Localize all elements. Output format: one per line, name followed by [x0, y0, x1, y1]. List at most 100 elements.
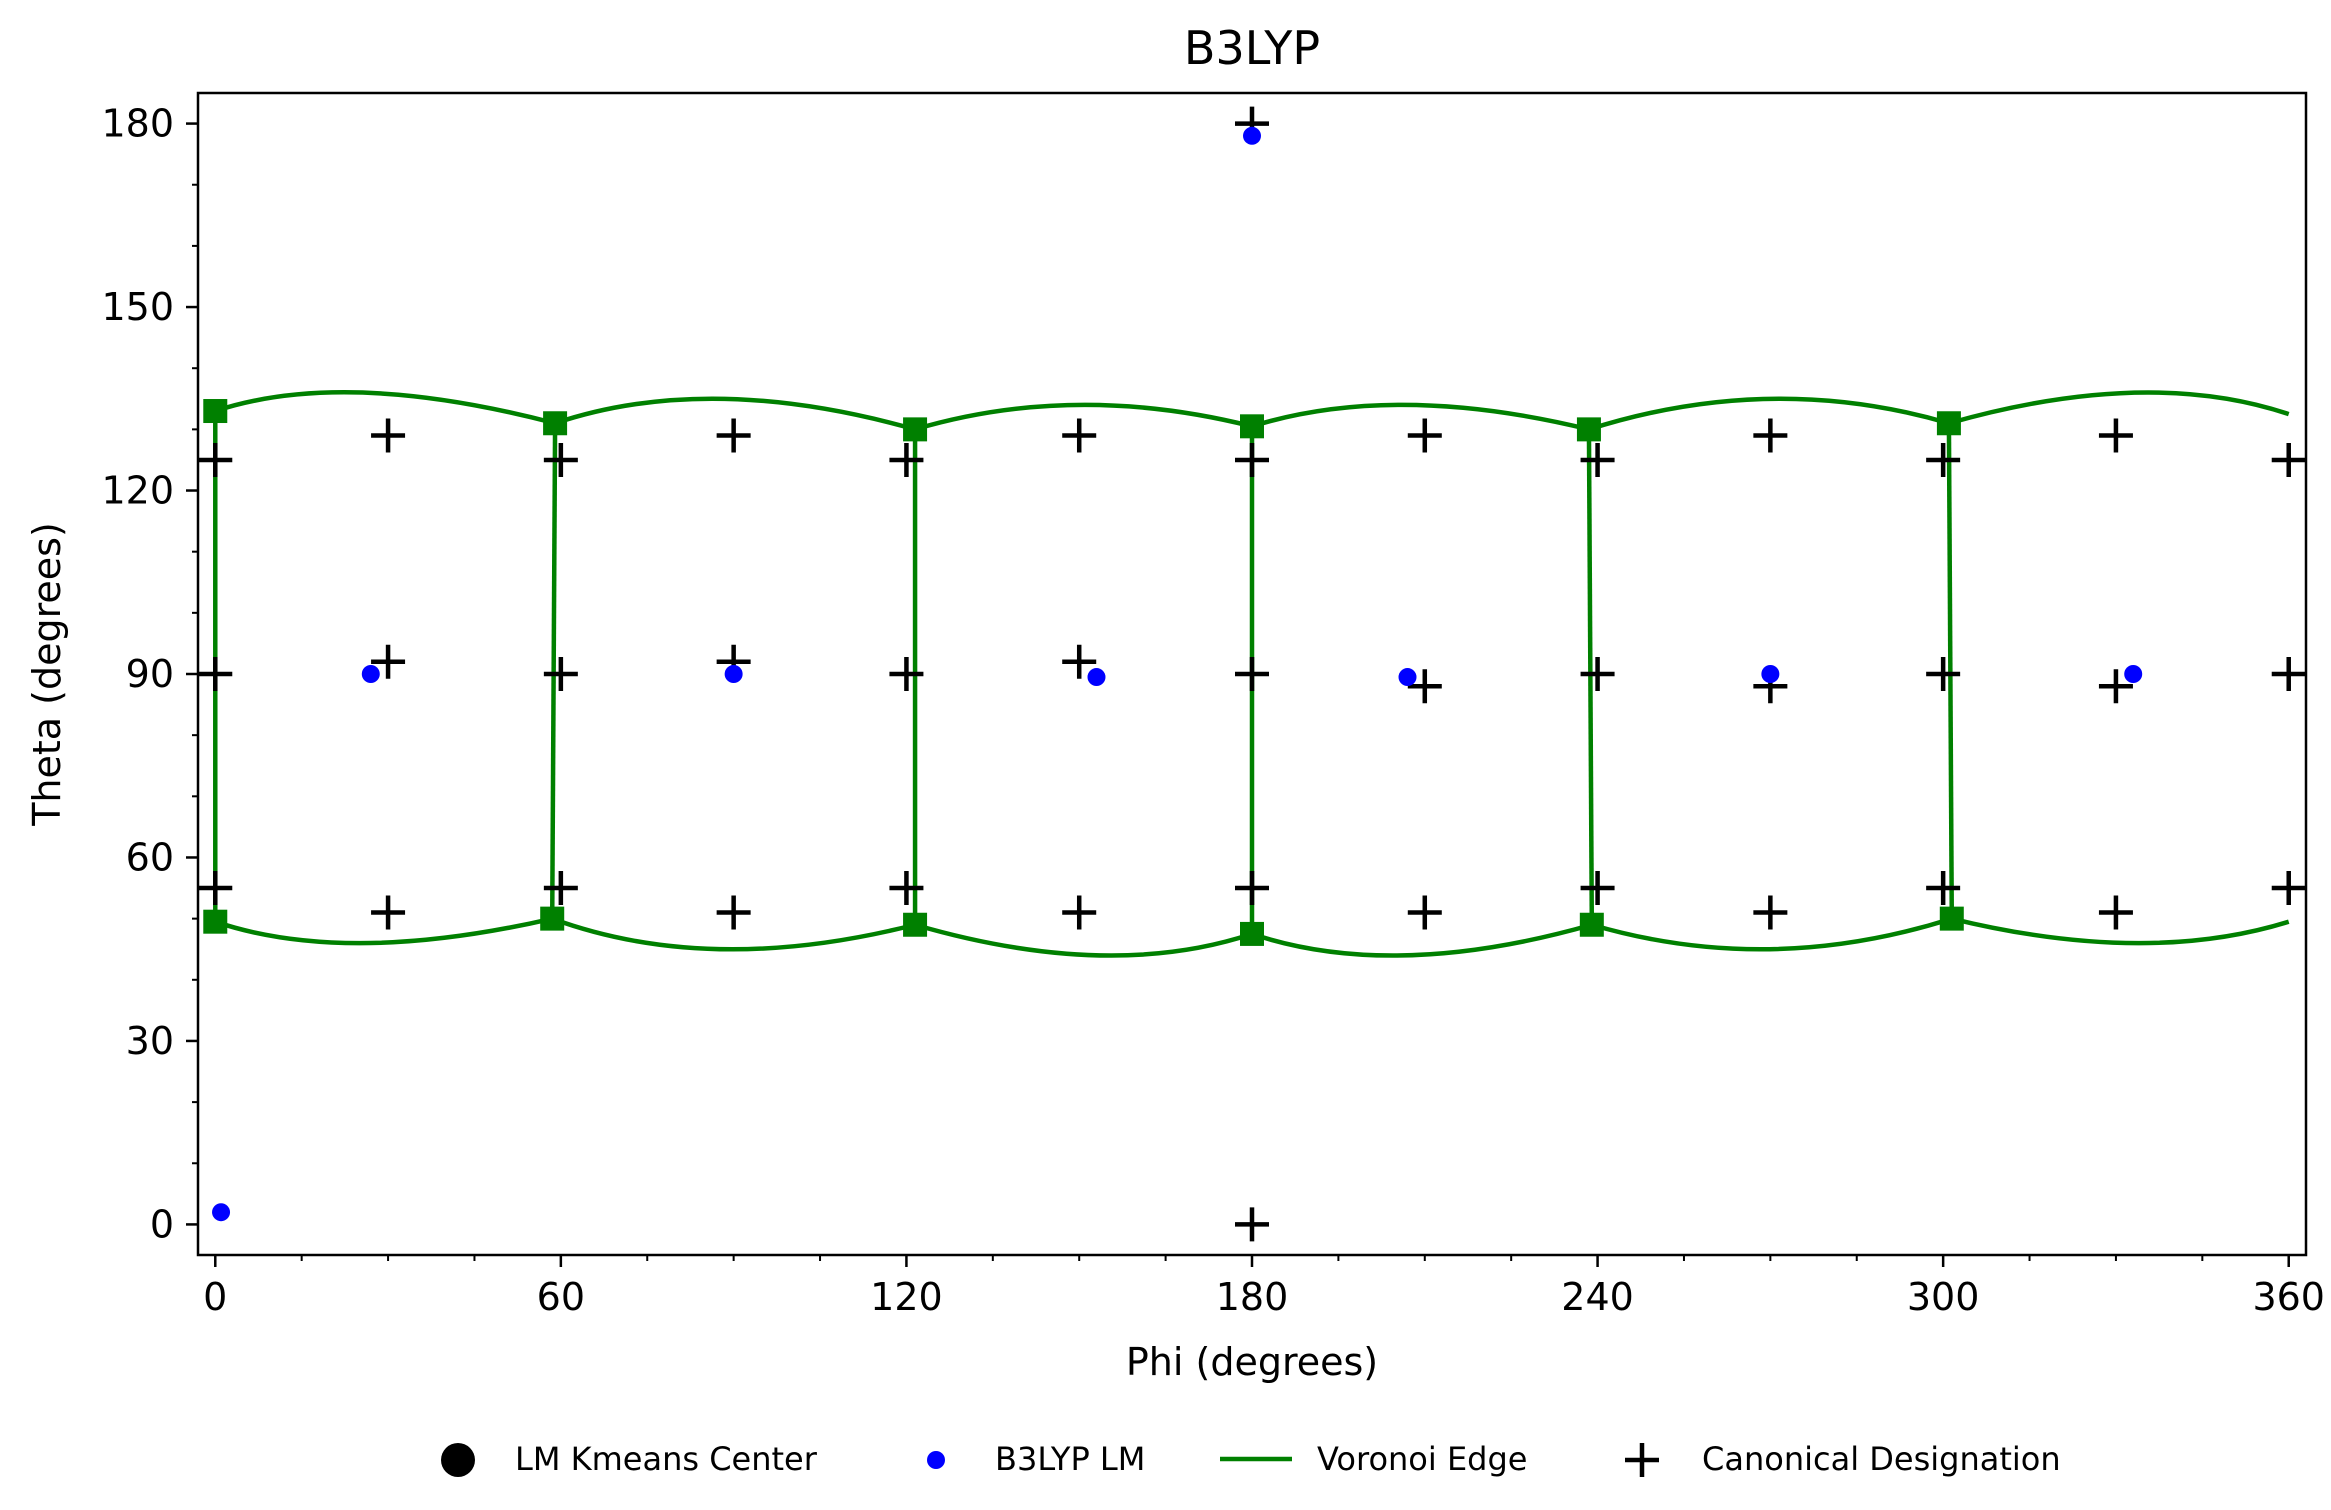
legend-kmeans-center-marker — [441, 1443, 475, 1477]
canonical-point — [1235, 442, 1269, 477]
voronoi-edge — [1948, 390, 2290, 426]
legend-item-canonical-designation: Canonical Designation — [1625, 1440, 2061, 1478]
b3lyp-lm-point — [2124, 665, 2143, 683]
x-tick-label: 240 — [1561, 1275, 1634, 1319]
canonical-point — [889, 657, 924, 691]
legend-kmeans-center-label: LM Kmeans Center — [515, 1440, 818, 1478]
canonical-point — [1062, 895, 1097, 930]
canonical-point — [889, 871, 924, 906]
canonical-point — [2271, 442, 2306, 477]
canonical-point — [1062, 418, 1097, 453]
canonical-point — [1926, 871, 1961, 906]
voronoi-edge — [914, 402, 1253, 432]
voronoi-vertex — [1576, 417, 1601, 442]
b3lyp-lm-point — [361, 665, 380, 683]
canonical-point — [2098, 895, 2133, 930]
canonical-point — [198, 657, 233, 691]
canonical-point — [1235, 657, 1269, 691]
canonical-point — [716, 418, 751, 453]
x-tick-label: 360 — [2252, 1275, 2325, 1319]
axis-ticks: 0 60 120 180 240 300 360 0 30 60 90 120 150 180 — [101, 102, 2325, 1319]
canonical-point — [1926, 442, 1961, 477]
canonical-point — [1407, 895, 1442, 930]
voronoi-edge — [1251, 402, 1590, 432]
voronoi-edge — [214, 390, 556, 426]
axes-frame — [196, 91, 2308, 1257]
canonical-point — [543, 871, 578, 906]
legend-item-kmeans-center: LM Kmeans Center — [441, 1440, 818, 1478]
legend: LM Kmeans Center B3LYP LM Voronoi Edge C… — [441, 1440, 2061, 1478]
voronoi-vertex — [1240, 414, 1264, 439]
legend-item-voronoi-edge: Voronoi Edge — [1220, 1440, 1527, 1478]
canonical-point — [1580, 657, 1615, 691]
legend-canonical-designation-label: Canonical Designation — [1702, 1440, 2061, 1478]
canonical-point — [889, 442, 924, 477]
x-tick-label: 60 — [537, 1275, 585, 1319]
voronoi-edge — [214, 916, 553, 946]
b3lyp-lm-point — [1243, 126, 1261, 145]
voronoi-vertex — [903, 417, 928, 442]
canonical-point — [1062, 644, 1097, 679]
b3lyp-lm-point — [212, 1203, 231, 1222]
canonical-point — [1753, 895, 1788, 930]
b3lyp-lm-point — [724, 665, 743, 683]
y-tick-label: 180 — [101, 102, 174, 146]
x-tick-label: 0 — [203, 1275, 227, 1319]
legend-b3lyp-lm-marker — [927, 1451, 945, 1469]
canonical-point — [371, 644, 406, 679]
voronoi-vertex — [1936, 411, 1961, 436]
voronoi-edge — [1946, 423, 1955, 919]
canonical-point — [1580, 442, 1615, 477]
voronoi-edge — [1588, 396, 1950, 432]
y-tick-label: 90 — [126, 652, 174, 696]
x-tick-label: 300 — [1907, 1275, 1980, 1319]
canonical-point — [543, 657, 578, 691]
y-axis-label: Theta (degrees) — [25, 522, 69, 827]
canonical-point — [1407, 418, 1442, 453]
voronoi-edge — [1251, 922, 1593, 958]
canonical-point — [2271, 657, 2306, 691]
voronoi-edge — [549, 423, 558, 919]
canonical-point — [198, 871, 233, 906]
canonical-point — [2098, 418, 2133, 453]
canonical-point — [2098, 669, 2133, 704]
b3lyp-lm-point — [1087, 668, 1106, 687]
voronoi-edge — [1951, 916, 2290, 946]
x-axis-label: Phi (degrees) — [1126, 1340, 1378, 1384]
canonical-point — [543, 442, 578, 477]
legend-canonical-designation-marker — [1625, 1443, 1659, 1477]
y-tick-label: 0 — [150, 1202, 174, 1246]
canonical-point — [1235, 871, 1269, 906]
voronoi-edge — [551, 916, 916, 952]
canonical-point — [371, 895, 406, 930]
voronoi-vertex — [540, 906, 565, 931]
canonical-point — [1235, 1207, 1269, 1242]
voronoi-vertex — [203, 399, 228, 424]
canonical-point — [371, 418, 406, 453]
canonical-point — [1407, 669, 1442, 704]
legend-b3lyp-lm-label: B3LYP LM — [995, 1440, 1145, 1478]
b3lyp-lm-point — [1761, 665, 1780, 683]
voronoi-edge — [914, 922, 1253, 958]
y-tick-label: 60 — [126, 835, 174, 879]
canonical-point — [1753, 418, 1788, 453]
voronoi-edge — [1586, 429, 1595, 925]
canonical-point — [2271, 871, 2306, 906]
y-tick-label: 30 — [126, 1019, 174, 1063]
canonical-point — [1926, 657, 1961, 691]
legend-voronoi-edge-label: Voronoi Edge — [1317, 1440, 1527, 1478]
voronoi-vertex — [203, 909, 228, 934]
canonical-point — [198, 442, 233, 477]
y-tick-label: 150 — [101, 285, 174, 329]
x-tick-label: 120 — [870, 1275, 943, 1319]
voronoi-edge — [1591, 916, 1953, 952]
canonical-point — [716, 895, 751, 930]
legend-item-b3lyp-lm: B3LYP LM — [927, 1440, 1145, 1478]
x-tick-label: 180 — [1216, 1275, 1289, 1319]
voronoi-vertex — [1240, 921, 1264, 946]
y-tick-label: 120 — [101, 469, 174, 513]
b3lyp-lm-point — [1398, 668, 1417, 687]
plot-area — [198, 106, 2306, 1242]
